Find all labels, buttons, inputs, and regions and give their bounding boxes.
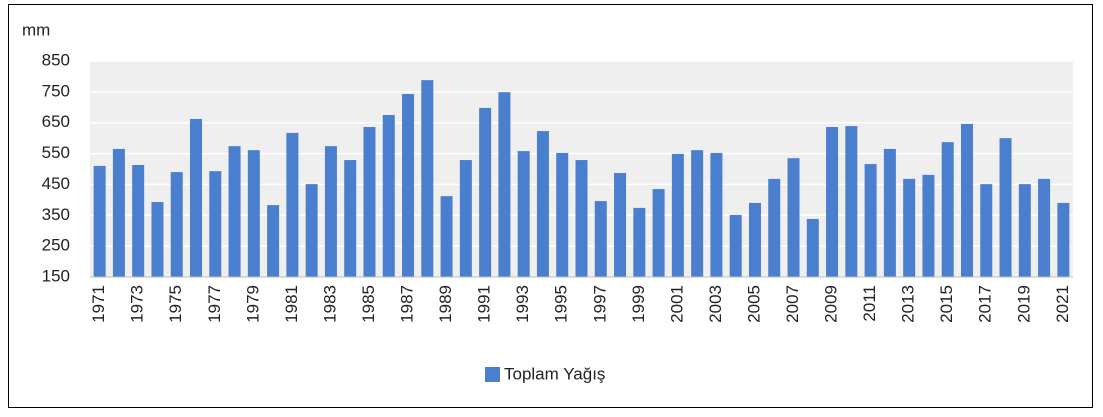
x-tick-label: 1989 — [436, 285, 455, 323]
x-tick-label: 1973 — [128, 285, 147, 323]
y-tick-label: 650 — [42, 112, 70, 131]
bar — [112, 148, 125, 277]
y-axis-title: mm — [22, 20, 50, 39]
x-tick-label: 1985 — [359, 285, 378, 323]
bar — [479, 107, 492, 277]
bar — [363, 127, 376, 277]
x-tick-label: 2007 — [783, 285, 802, 323]
y-tick-label: 450 — [42, 174, 70, 193]
bar — [286, 132, 299, 277]
x-tick-label: 1999 — [629, 285, 648, 323]
bar — [575, 160, 588, 277]
x-tick-label: 2011 — [860, 285, 879, 322]
bar — [729, 214, 742, 277]
x-tick-label: 1979 — [243, 285, 262, 323]
x-tick-label: 1977 — [205, 285, 224, 323]
y-tick-label: 850 — [42, 50, 70, 69]
bar — [324, 146, 337, 277]
bar — [93, 165, 106, 277]
x-tick-label: 2015 — [937, 285, 956, 323]
legend-swatch — [485, 367, 500, 382]
bar — [190, 119, 203, 277]
bar — [594, 201, 607, 277]
y-tick-label: 350 — [42, 205, 70, 224]
bar — [1018, 184, 1031, 277]
x-tick-label: 1995 — [552, 285, 571, 323]
x-tick-label: 2021 — [1053, 285, 1072, 323]
bar — [980, 184, 993, 277]
x-tick-label: 2013 — [899, 285, 918, 323]
x-tick-label: 2001 — [667, 285, 686, 323]
bar — [132, 164, 145, 277]
y-tick-label: 150 — [42, 266, 70, 285]
bar — [826, 127, 839, 277]
x-tick-label: 1993 — [513, 285, 532, 323]
x-tick-label: 1975 — [166, 285, 185, 323]
bar — [402, 94, 415, 277]
x-tick-label: 2017 — [976, 285, 995, 323]
bar — [440, 196, 453, 277]
x-tick-label: 2009 — [822, 285, 841, 323]
bar — [344, 160, 357, 277]
bar — [382, 115, 395, 277]
bar — [170, 172, 183, 277]
bar — [652, 189, 665, 277]
bar — [960, 123, 973, 277]
bar — [421, 80, 434, 277]
bar — [498, 92, 511, 277]
bar — [305, 184, 318, 277]
x-tick-label: 2019 — [1014, 285, 1033, 323]
bar — [941, 142, 954, 277]
bar — [459, 160, 472, 277]
bar — [1038, 178, 1051, 277]
bar — [209, 171, 222, 277]
bar — [691, 150, 704, 277]
bar — [671, 153, 684, 277]
bar — [151, 202, 164, 277]
bar — [556, 152, 569, 277]
bar — [247, 150, 260, 277]
x-tick-label: 1981 — [282, 285, 301, 323]
bar — [806, 218, 819, 277]
y-tick-label: 550 — [42, 143, 70, 162]
bar — [710, 152, 723, 277]
legend-label: Toplam Yağış — [504, 364, 605, 383]
bar — [517, 151, 530, 277]
bar — [633, 207, 646, 277]
x-tick-label: 1983 — [320, 285, 339, 323]
y-tick-label: 250 — [42, 236, 70, 255]
bar — [614, 173, 627, 277]
bar — [228, 146, 241, 277]
bar — [999, 138, 1012, 277]
x-tick-label: 1987 — [398, 285, 417, 323]
bar — [536, 131, 549, 277]
bar — [1057, 202, 1070, 277]
bar — [903, 178, 916, 277]
y-tick-label: 750 — [42, 81, 70, 100]
bar — [883, 148, 896, 277]
x-tick-label: 1997 — [590, 285, 609, 323]
bar — [748, 202, 761, 277]
bar — [845, 126, 858, 277]
bar — [267, 205, 280, 277]
x-tick-label: 2003 — [706, 285, 725, 323]
bar — [768, 178, 781, 277]
bar — [864, 164, 877, 277]
bar — [787, 158, 800, 277]
bar — [922, 174, 935, 277]
x-tick-label: 2005 — [744, 285, 763, 323]
x-tick-label: 1971 — [89, 285, 108, 323]
x-tick-label: 1991 — [475, 285, 494, 323]
